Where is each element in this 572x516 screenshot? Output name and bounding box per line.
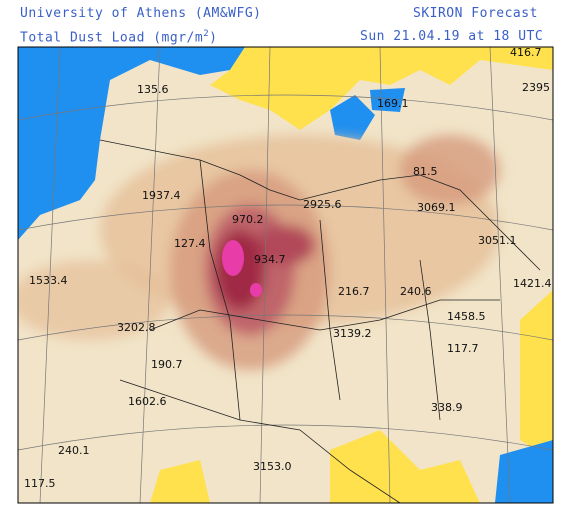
dust-peak xyxy=(250,283,262,297)
value-label: 240.1 xyxy=(58,444,90,457)
institution: University of Athens (AM&WFG) xyxy=(20,6,262,21)
value-label: 934.7 xyxy=(254,253,286,266)
sea xyxy=(330,95,375,140)
value-label: 81.5 xyxy=(413,165,438,178)
map-frame xyxy=(17,46,554,504)
value-label: 135.6 xyxy=(137,83,169,96)
sea xyxy=(370,88,405,112)
value-label: 3051.1 xyxy=(478,234,517,247)
borders xyxy=(99,139,541,503)
value-label: 240.6 xyxy=(400,285,432,298)
value-label: 117.7 xyxy=(447,342,479,355)
value-label: 3069.1 xyxy=(417,201,456,214)
value-label: 117.5 xyxy=(24,477,56,490)
title-sup: 2 xyxy=(203,29,210,39)
valid-time: Sun 21.04.19 at 18 UTC xyxy=(360,29,544,44)
value-label: 416.7 xyxy=(510,46,542,59)
value-label: 1937.4 xyxy=(142,189,181,202)
value-label: 1458.5 xyxy=(447,310,486,323)
clean-area xyxy=(150,460,210,503)
graticule xyxy=(18,47,553,503)
value-label: 3139.2 xyxy=(333,327,372,340)
value-label: 338.9 xyxy=(431,401,463,414)
value-label: 2395 xyxy=(522,81,550,94)
value-label: 1533.4 xyxy=(29,274,68,287)
title-end: ) xyxy=(209,30,218,46)
value-label: 3202.8 xyxy=(117,321,156,334)
value-label: 216.7 xyxy=(338,285,370,298)
value-label: 3153.0 xyxy=(253,460,292,473)
dust-field xyxy=(18,135,500,370)
value-labels: 416.7 2395 135.6 169.1 81.5 1937.4 2925.6 3069.… xyxy=(24,46,552,490)
value-label: 127.4 xyxy=(174,237,206,250)
value-label: 1602.6 xyxy=(128,395,167,408)
value-label: 2925.6 xyxy=(303,198,342,211)
map-title: Total Dust Load (mgr/m2) xyxy=(20,29,217,45)
value-label: 970.2 xyxy=(232,213,264,226)
value-label: 169.1 xyxy=(377,97,409,110)
product: SKIRON Forecast xyxy=(413,6,538,21)
sea xyxy=(18,47,245,240)
clean-area xyxy=(210,47,553,130)
dust-peak xyxy=(222,240,244,276)
value-label: 1421.4 xyxy=(513,277,552,290)
clean-area xyxy=(330,430,480,503)
map-body xyxy=(18,47,553,503)
value-label: 190.7 xyxy=(151,358,183,371)
title-main: Total Dust Load (mgr/m xyxy=(20,30,204,46)
clean-area xyxy=(520,290,553,460)
